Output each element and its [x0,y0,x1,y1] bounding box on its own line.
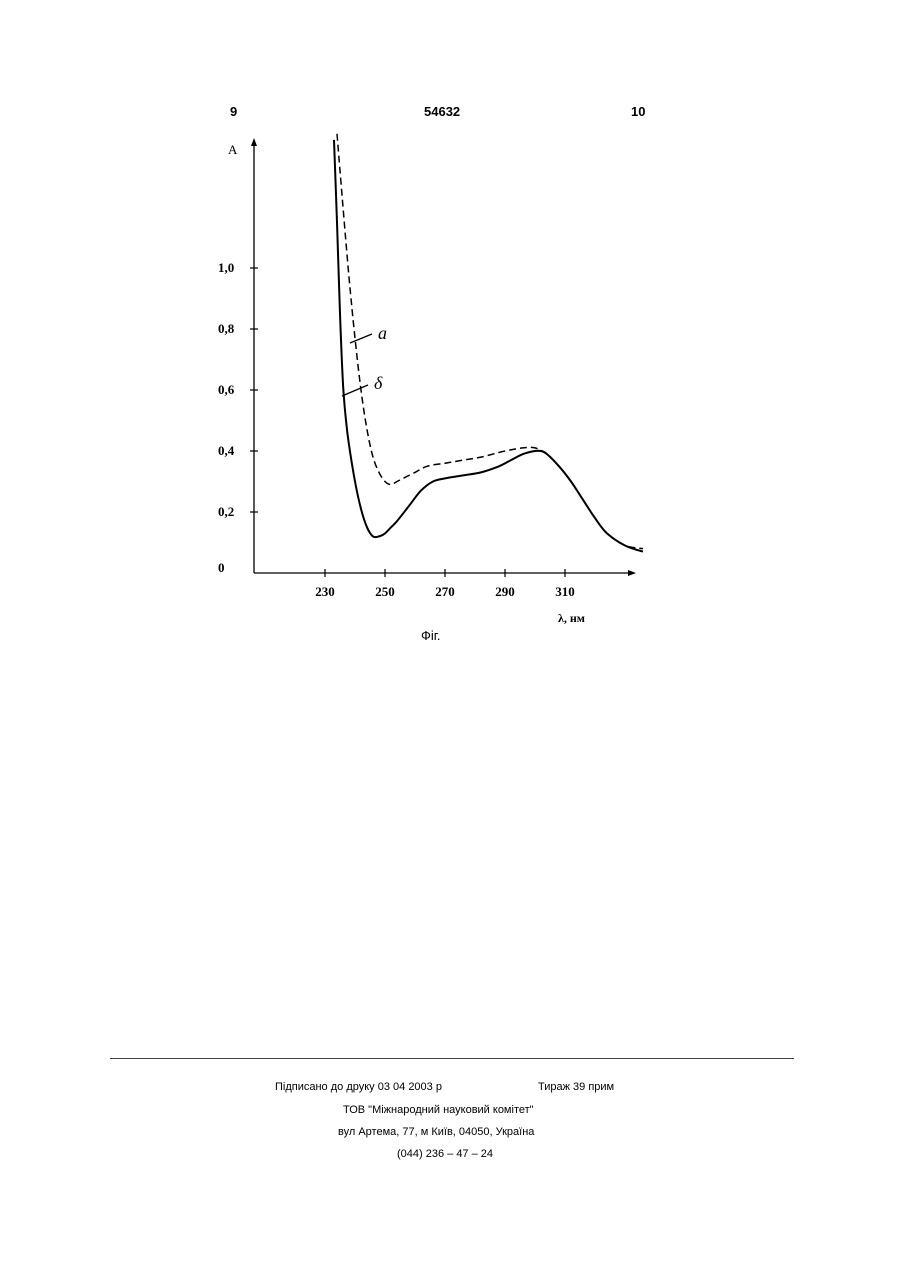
series-line-b [334,140,643,552]
x-tick-label: 230 [315,584,335,599]
annotation-b-leader [342,385,368,396]
y-tick-label: 0,2 [218,504,234,519]
x-tick-label: 290 [495,584,515,599]
footer-organization: ТОВ "Міжнародний науковий комітет" [343,1104,534,1116]
absorption-spectrum-chart: 0 0,2 0,4 0,6 0,8 1,0 230 250 270 290 310 A λ, нм… [0,0,900,660]
x-axis-arrow [628,570,636,576]
x-tick-label: 270 [435,584,455,599]
footer-phone: (044) 236 – 47 – 24 [397,1148,493,1160]
annotation-a-leader [350,334,372,343]
footer-print-run: Тираж 39 прим [538,1081,614,1093]
y-tick-label: 0,8 [218,321,235,336]
annotation-a-label: а [378,323,387,343]
annotation-b-label: δ [374,373,383,393]
footer-address: вул Артема, 77, м Київ, 04050, Україна [338,1126,534,1138]
x-axis-label: λ, нм [558,611,585,625]
footer-signed: Підписано до друку 03 04 2003 р [275,1081,442,1093]
figure-caption: Фіг. [421,628,441,643]
y-axis-arrow [251,138,257,146]
y-tick-label: 0 [218,560,225,575]
y-tick-label: 0,4 [218,443,235,458]
x-tick-label: 250 [375,584,395,599]
y-axis-label: A [228,142,238,157]
x-tick-label: 310 [555,584,575,599]
footer-divider [110,1058,794,1059]
y-tick-label: 0,6 [218,382,235,397]
y-tick-label: 1,0 [218,260,234,275]
